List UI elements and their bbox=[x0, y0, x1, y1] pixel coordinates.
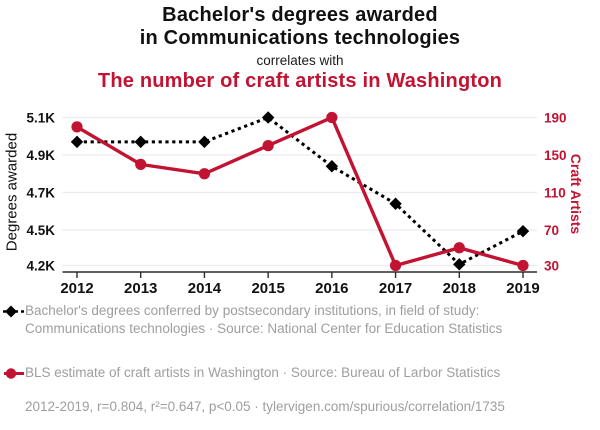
correlates-with-text: correlates with bbox=[256, 53, 344, 68]
y-gridlines bbox=[62, 116, 537, 267]
x-tick-label: 2018 bbox=[443, 280, 476, 297]
diamond-marker bbox=[70, 135, 84, 149]
right-tick-label: 150 bbox=[544, 148, 567, 163]
chart-title-line2: in Communications technologies bbox=[139, 26, 461, 49]
x-tick-label: 2019 bbox=[506, 280, 539, 297]
x-tick-label: 2014 bbox=[188, 280, 222, 297]
circle-marker bbox=[326, 111, 338, 124]
circle-marker bbox=[262, 140, 274, 152]
right-tick-label: 30 bbox=[544, 258, 559, 273]
circle-marker bbox=[517, 259, 529, 272]
circle-marker bbox=[71, 121, 83, 133]
left-tick-label: 4.9K bbox=[26, 148, 55, 163]
diamond-marker bbox=[198, 135, 211, 149]
circle-marker bbox=[135, 158, 147, 170]
stats-footer: 2012-2019, r=0.804, r²=0.647, p<0.05 · t… bbox=[25, 399, 505, 414]
chart-title: Bachelor's degrees awarded in Communicat… bbox=[0, 4, 600, 49]
series-craft-artists bbox=[71, 111, 529, 272]
right-tick-label: 190 bbox=[544, 110, 567, 125]
circle-marker bbox=[198, 168, 211, 180]
left-tick-label: 4.7K bbox=[26, 185, 55, 200]
circle-marker bbox=[453, 242, 465, 254]
diamond-marker bbox=[134, 135, 147, 149]
diamond-marker bbox=[325, 160, 339, 173]
legend-text-degrees: Bachelor's degrees conferred by postseco… bbox=[25, 303, 503, 336]
diamond-marker bbox=[453, 258, 466, 271]
x-tick-label: 2015 bbox=[251, 280, 284, 297]
circle-marker bbox=[389, 259, 402, 272]
left-tick-labels: 5.1K 4.9K 4.7K 4.5K 4.2K bbox=[26, 110, 55, 273]
x-tick-label: 2017 bbox=[379, 280, 412, 297]
x-tick-label: 2013 bbox=[124, 280, 157, 297]
legend-entry-degrees: Bachelor's degrees conferred by postseco… bbox=[3, 302, 559, 337]
x-tick-label: 2012 bbox=[60, 280, 93, 297]
line-chart-plot: 2012 2013 2014 2015 2016 2017 2018 2019 5.1K 4.9K… bbox=[26, 110, 567, 297]
x-tick-label: 2016 bbox=[315, 280, 348, 297]
left-tick-label: 4.2K bbox=[26, 258, 55, 273]
degrees-legend-marker-icon bbox=[3, 305, 25, 318]
craft-artists-legend-marker-icon bbox=[4, 368, 24, 379]
legend-entry-craft-artists: BLS estimate of craft artists in Washing… bbox=[3, 364, 559, 382]
right-tick-label: 110 bbox=[544, 185, 566, 200]
x-axis: 2012 2013 2014 2015 2016 2017 2018 2019 bbox=[60, 271, 540, 297]
left-tick-label: 5.1K bbox=[26, 110, 55, 125]
diamond-marker bbox=[516, 224, 530, 238]
right-tick-label: 70 bbox=[544, 223, 559, 238]
chart-subtitle: The number of craft artists in Washingto… bbox=[97, 70, 503, 92]
diamond-marker bbox=[261, 111, 275, 124]
legend-text-craft-artists: BLS estimate of craft artists in Washing… bbox=[25, 365, 501, 380]
chart-title-line1: Bachelor's degrees awarded bbox=[162, 4, 438, 26]
left-tick-label: 4.5K bbox=[26, 223, 55, 238]
right-tick-labels: 190 150 110 70 30 bbox=[544, 110, 567, 273]
